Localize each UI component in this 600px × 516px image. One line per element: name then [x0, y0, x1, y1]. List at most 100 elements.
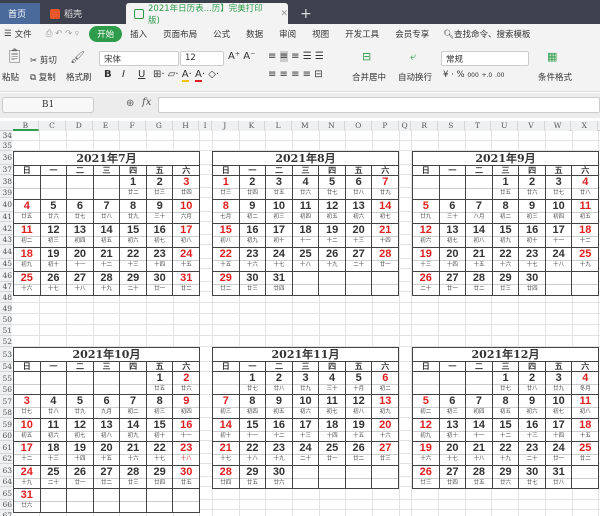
column-header-T[interactable]: T: [464, 121, 492, 131]
row-header-35[interactable]: 35: [0, 141, 12, 151]
row-header-47[interactable]: 47: [0, 282, 12, 292]
date-cell[interactable]: 9 初二: [239, 199, 267, 223]
paste-button[interactable]: 粘贴: [2, 73, 20, 83]
date-cell[interactable]: 14 初八: [466, 223, 493, 247]
date-cell[interactable]: 18 十三: [40, 442, 68, 465]
row-header-62[interactable]: 62: [0, 454, 12, 464]
date-cell[interactable]: 18 十四: [319, 418, 346, 441]
column-header-G[interactable]: G: [146, 121, 173, 131]
date-cell[interactable]: 16 初九: [239, 223, 267, 247]
column-header-D[interactable]: D: [65, 121, 93, 131]
date-cell[interactable]: 2 廿六: [173, 372, 200, 395]
date-cell[interactable]: 2 廿三: [146, 175, 174, 199]
cut-button[interactable]: ✂ 剪切: [30, 54, 57, 66]
date-cell[interactable]: 12 初六: [413, 223, 440, 247]
date-cell[interactable]: 27 廿三: [372, 442, 399, 465]
date-cell[interactable]: 19 十六: [413, 442, 440, 465]
date-cell[interactable]: 16 十一: [173, 419, 200, 442]
row-header-45[interactable]: 45: [0, 258, 12, 269]
conditional-format-button[interactable]: 条件格式: [538, 73, 573, 83]
date-cell[interactable]: 9 初六: [519, 395, 546, 418]
row-header-58[interactable]: 58: [0, 408, 12, 418]
date-cell[interactable]: 16 十二: [266, 418, 293, 441]
column-header-S[interactable]: S: [438, 121, 465, 131]
date-cell[interactable]: [120, 489, 147, 512]
number-format-select[interactable]: 常规: [441, 51, 529, 66]
date-cell[interactable]: 29 廿三: [492, 271, 520, 295]
date-cell[interactable]: 7 廿八: [93, 199, 121, 223]
column-header-H[interactable]: H: [172, 121, 200, 131]
date-cell[interactable]: 15 十二: [492, 418, 520, 441]
date-cell[interactable]: 31 廿二: [173, 272, 200, 295]
date-cell[interactable]: [439, 175, 467, 199]
increase-decimal-button[interactable]: +.0: [481, 72, 493, 79]
date-cell[interactable]: 6 九月: [93, 395, 121, 418]
date-cell[interactable]: 8 初三: [146, 395, 174, 418]
menu-data[interactable]: 数据: [246, 30, 264, 40]
date-cell[interactable]: 24 十七: [266, 247, 293, 271]
date-cell[interactable]: 10 初四: [545, 199, 573, 223]
date-cell[interactable]: 20 十七: [439, 442, 467, 465]
tab-daoke[interactable]: 稻壳: [42, 3, 124, 24]
date-cell[interactable]: 7 初三: [213, 395, 240, 418]
date-cell[interactable]: 27 廿二: [93, 465, 121, 488]
date-cell[interactable]: 25 廿一: [319, 442, 346, 465]
date-cell[interactable]: [319, 465, 346, 488]
date-cell[interactable]: 3 廿七: [14, 395, 41, 418]
date-cell[interactable]: 24 十八: [545, 247, 573, 271]
date-cell[interactable]: 2 廿八: [266, 371, 293, 394]
row-header-63[interactable]: 63: [0, 464, 12, 477]
bold-button[interactable]: B: [104, 69, 112, 80]
date-cell[interactable]: 7 初四: [466, 395, 493, 418]
date-cell[interactable]: 20 十三: [345, 223, 373, 247]
wrap-text-button[interactable]: 自动换行: [398, 73, 433, 83]
date-cell[interactable]: 23 十六: [239, 247, 267, 271]
font-family-select[interactable]: 宋体: [99, 51, 179, 66]
row-header-34[interactable]: 34: [0, 131, 12, 141]
date-cell[interactable]: 31 廿八: [545, 465, 573, 488]
date-cell[interactable]: 30 廿七: [519, 465, 546, 488]
column-header-Q[interactable]: Q: [398, 121, 412, 131]
date-cell[interactable]: [413, 371, 440, 394]
row-header-66[interactable]: 66: [0, 500, 12, 510]
date-cell[interactable]: 27 廿一: [439, 271, 467, 295]
date-cell[interactable]: 5 初二: [413, 395, 440, 418]
date-cell[interactable]: 1 廿三: [213, 175, 240, 199]
date-cell[interactable]: 26 廿三: [413, 465, 440, 488]
date-cell[interactable]: [93, 175, 121, 199]
row-header-52[interactable]: 52: [0, 336, 12, 347]
date-cell[interactable]: 25 廿二: [572, 442, 599, 465]
date-cell[interactable]: [14, 175, 41, 199]
column-header-R[interactable]: R: [411, 121, 438, 131]
date-cell[interactable]: 4 廿八: [572, 176, 599, 199]
menu-page-layout[interactable]: 页面布局: [163, 30, 198, 40]
date-cell[interactable]: 5 廿九: [67, 395, 94, 418]
date-cell[interactable]: 8 廿九: [120, 199, 147, 223]
align-top-icons[interactable]: ≡ ≡ ≡ ☰ ☰: [268, 51, 324, 62]
date-cell[interactable]: 27 十八: [67, 271, 94, 295]
date-cell[interactable]: 11 初八: [572, 395, 599, 418]
date-cell[interactable]: 22 十五: [213, 247, 240, 271]
date-cell[interactable]: [146, 489, 174, 512]
date-cell[interactable]: 21 十二: [93, 247, 121, 271]
date-cell[interactable]: 28 廿三: [120, 465, 147, 488]
date-cell[interactable]: 25 十六: [14, 271, 41, 295]
date-cell[interactable]: 11 初四: [292, 199, 320, 223]
date-cell[interactable]: 13 初十: [439, 418, 467, 441]
date-cell[interactable]: 26 十七: [40, 271, 68, 295]
date-cell[interactable]: 6 初三: [439, 395, 467, 418]
font-size-select[interactable]: 12: [180, 51, 224, 66]
date-cell[interactable]: 28 十九: [93, 271, 121, 295]
date-cell[interactable]: 24 十五: [173, 248, 200, 271]
column-header-F[interactable]: F: [119, 121, 146, 131]
date-cell[interactable]: 3 廿五: [266, 175, 293, 199]
date-cell[interactable]: 17 十四: [545, 418, 573, 441]
date-cell[interactable]: [67, 175, 94, 199]
date-cell[interactable]: [93, 489, 121, 512]
zoom-icon[interactable]: ⊕: [126, 98, 135, 109]
date-cell[interactable]: 31 廿四: [266, 271, 293, 295]
italic-button[interactable]: I: [122, 69, 125, 80]
date-cell[interactable]: 1 廿五: [492, 175, 520, 199]
date-cell[interactable]: [466, 175, 493, 199]
row-header-61[interactable]: 61: [0, 441, 12, 454]
